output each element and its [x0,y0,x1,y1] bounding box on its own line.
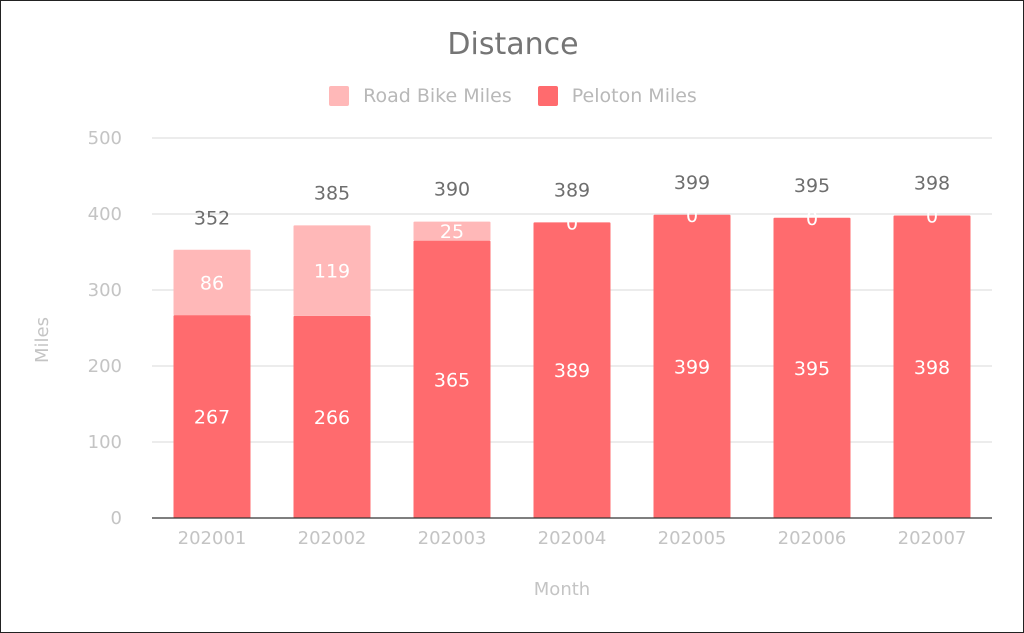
data-label-road-bike-202001: 86 [200,272,224,294]
y-tick-label-500: 500 [88,128,122,149]
bar-peloton-202004 [533,222,611,519]
x-tick-label-202007: 202007 [898,528,967,549]
x-tick-label-202006: 202006 [778,528,847,549]
y-tick-label-300: 300 [88,280,122,301]
x-axis-title: Month [534,579,590,600]
data-label-peloton-202002: 266 [314,407,350,429]
legend-label-peloton: Peloton Miles [571,85,697,107]
x-tick-label-202005: 202005 [658,528,727,549]
chart-legend: Road Bike Miles Peloton Miles [1,85,1024,107]
bar-road-bike-202001 [173,249,251,316]
bar-road-bike-202002 [293,225,371,316]
data-label-road-bike-202007: 0 [926,206,938,228]
legend-swatch-peloton [537,86,558,106]
x-tick-label-202003: 202003 [418,528,487,549]
x-tick-label-202001: 202001 [178,528,247,549]
total-label-202005: 399 [674,172,710,194]
data-label-peloton-202007: 398 [914,357,950,379]
total-label-202001: 352 [194,207,230,229]
data-label-peloton-202001: 267 [194,407,230,429]
data-label-road-bike-202002: 119 [314,261,350,283]
bar-peloton-202001 [173,315,251,518]
data-label-peloton-202003: 365 [434,369,470,391]
bar-peloton-202003 [413,240,491,518]
y-tick-label-100: 100 [88,432,122,453]
bar-peloton-202005 [653,214,731,518]
bar-peloton-202007 [893,215,971,518]
legend-item-peloton[interactable]: Peloton Miles [537,85,697,107]
total-label-202003: 390 [434,179,470,201]
data-label-road-bike-202006: 0 [806,208,818,230]
legend-label-road-bike: Road Bike Miles [363,85,512,107]
y-tick-label-200: 200 [88,356,122,377]
bar-road-bike-202003 [413,221,491,241]
x-tick-label-202002: 202002 [298,528,367,549]
y-tick-label-400: 400 [88,204,122,225]
y-tick-label-0: 0 [111,508,122,529]
data-label-peloton-202006: 395 [794,358,830,380]
legend-item-road-bike[interactable]: Road Bike Miles [329,85,512,107]
total-label-202006: 395 [794,175,830,197]
data-label-peloton-202004: 389 [554,360,590,382]
data-label-road-bike-202003: 25 [440,221,464,243]
data-label-road-bike-202004: 0 [566,212,578,234]
bar-peloton-202006 [773,217,851,519]
chart-title: Distance [447,27,579,62]
total-label-202004: 389 [554,179,590,201]
bar-peloton-202002 [293,315,371,518]
legend-swatch-road-bike [329,86,350,106]
x-tick-label-202004: 202004 [538,528,607,549]
total-label-202002: 385 [314,182,350,204]
data-label-road-bike-202005: 0 [686,205,698,227]
data-label-peloton-202005: 399 [674,356,710,378]
y-axis-title: Miles [32,317,53,363]
total-label-202007: 398 [914,173,950,195]
